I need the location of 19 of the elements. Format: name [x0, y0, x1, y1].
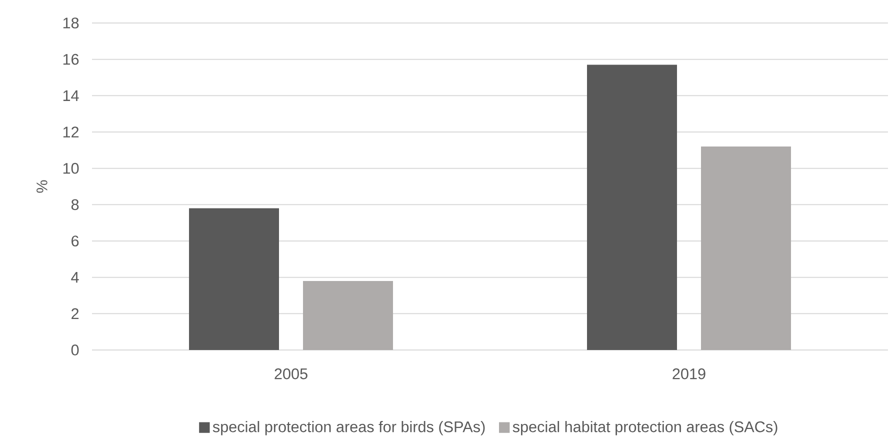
y-axis-title: %	[36, 180, 48, 193]
y-tick-label: 6	[72, 236, 79, 246]
bar	[189, 208, 280, 350]
y-tick-label: 0	[71, 344, 79, 356]
bar	[586, 64, 677, 350]
y-tick-label: 12	[63, 126, 79, 138]
y-tick-label: 8	[71, 199, 79, 210]
y-tick-label: 16	[63, 54, 79, 65]
x-tick-label: 2005	[274, 368, 308, 380]
legend-label: special protection areas for birds (SPAs)	[212, 420, 485, 436]
y-tick-label: 2	[72, 308, 79, 320]
x-tick-label: 2019	[672, 368, 706, 380]
y-tick-label: 10	[63, 162, 79, 174]
y-tick-label: 18	[63, 18, 79, 28]
y-tick-label: 4	[71, 272, 79, 283]
bar	[700, 146, 791, 350]
legend-label: special habitat protection areas (SACs)	[512, 420, 778, 436]
bar	[303, 280, 394, 350]
y-tick-label: 14	[63, 90, 79, 101]
